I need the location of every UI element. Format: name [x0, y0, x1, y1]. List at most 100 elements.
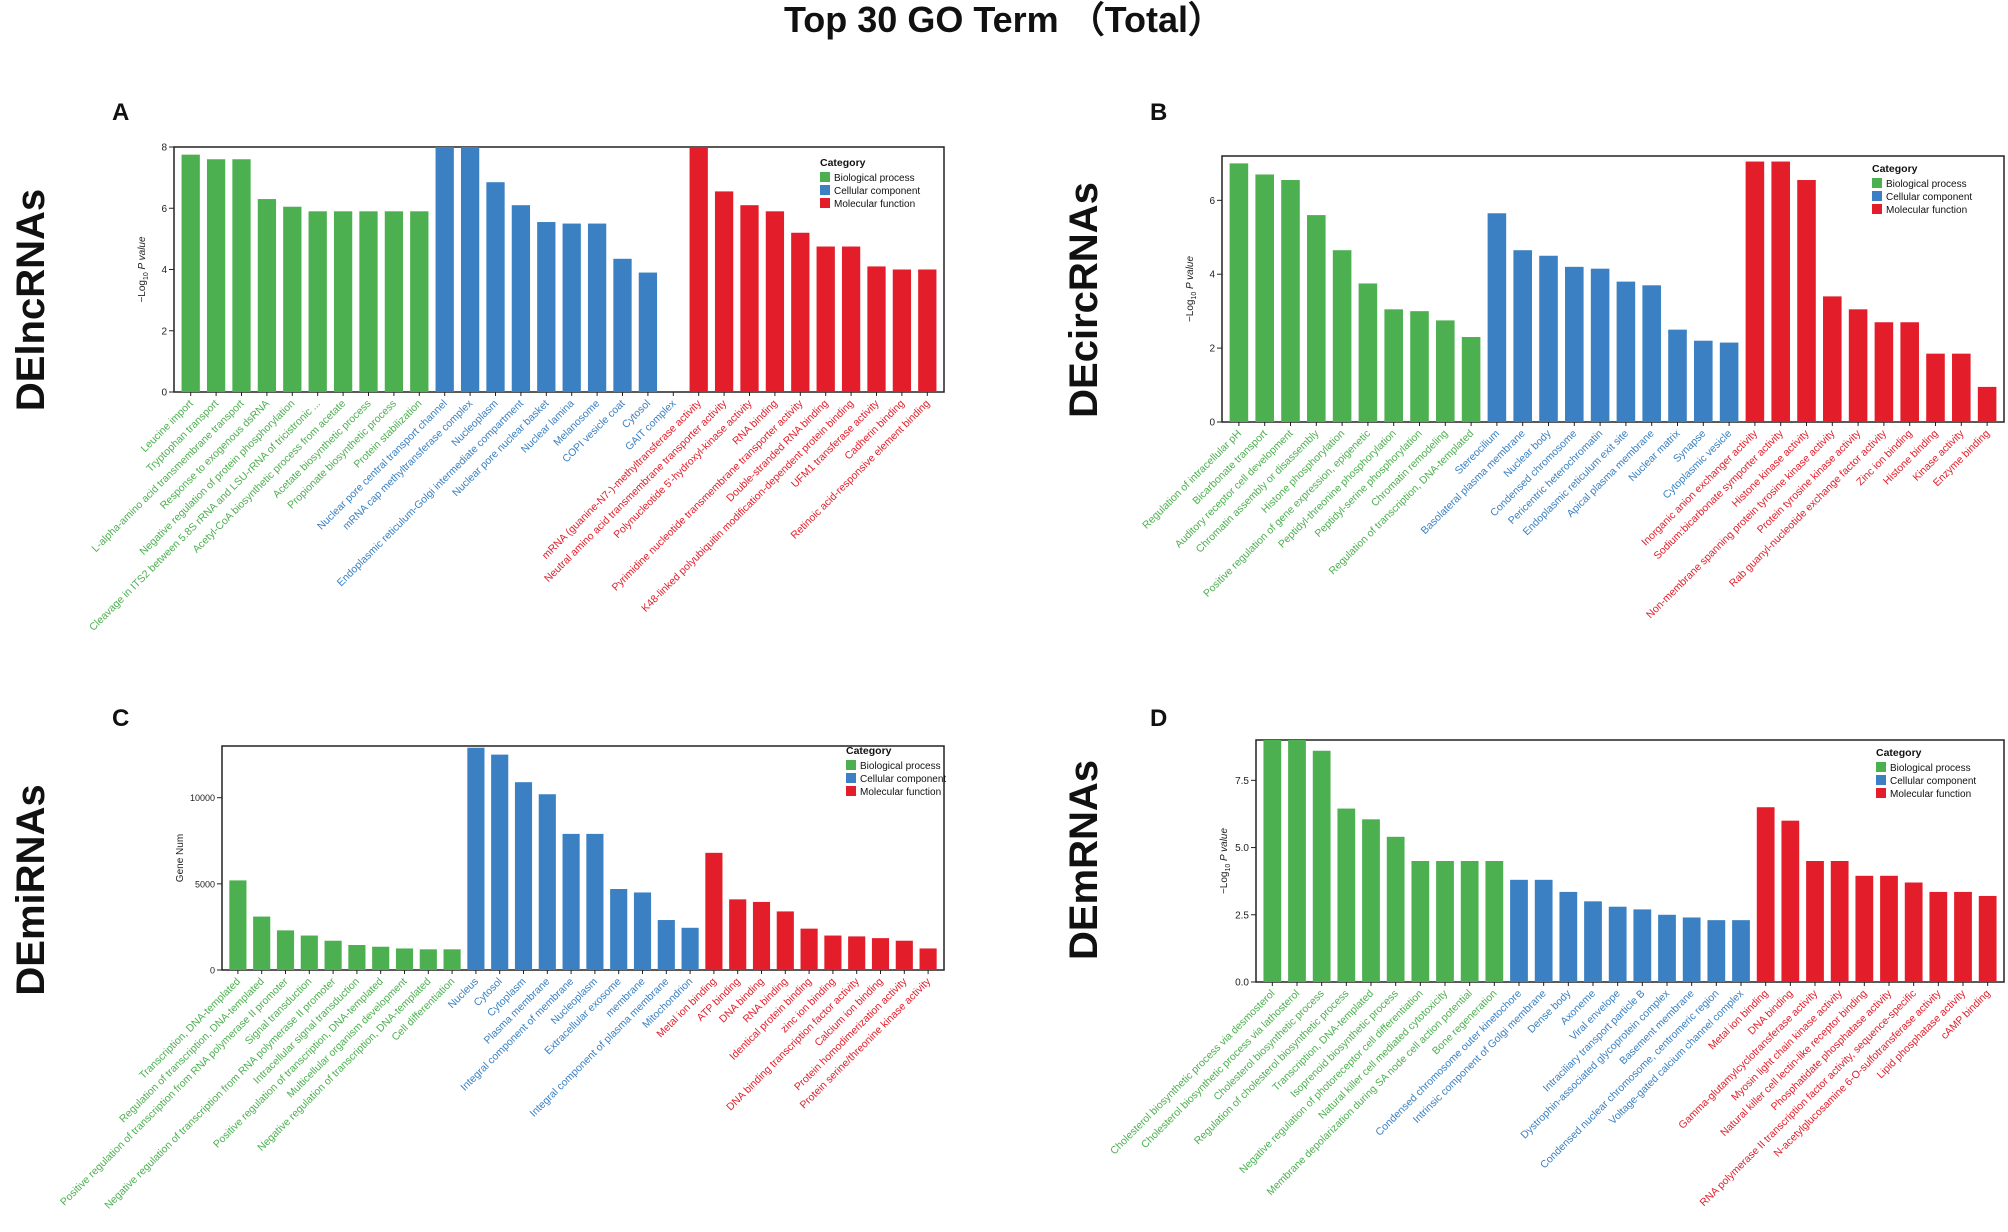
legend-label: Biological process — [1886, 179, 1967, 190]
bar — [610, 889, 628, 970]
bar — [1559, 891, 1578, 982]
bar — [1694, 340, 1713, 422]
y-tick-label: 10000 — [190, 793, 215, 803]
bar — [1590, 268, 1610, 422]
bar — [206, 159, 226, 392]
bar — [1855, 875, 1874, 982]
legend-label: Molecular function — [1890, 789, 1971, 800]
bar — [435, 147, 454, 392]
bar — [232, 159, 251, 392]
y-label-prefix: −Log — [1185, 300, 1196, 323]
bar — [765, 211, 785, 392]
legend-title: Category — [820, 157, 866, 169]
y-label-subscript: 10 — [1225, 864, 1232, 872]
bar — [467, 747, 485, 970]
bar — [816, 246, 835, 392]
legend-title: Category — [1876, 747, 1922, 759]
bar — [1411, 861, 1430, 982]
plot-frame — [1221, 155, 2005, 423]
bar — [714, 191, 734, 392]
y-axis-label: Gene Num — [175, 834, 186, 882]
bar — [1926, 353, 1945, 422]
bar — [1806, 861, 1824, 982]
legend-label: Biological process — [1890, 763, 1971, 774]
bar — [1565, 266, 1584, 422]
plot-frame — [221, 745, 945, 971]
y-axis-label: −Log10 P value — [137, 236, 150, 303]
y-label-subscript: 10 — [1191, 292, 1198, 300]
bar — [486, 182, 505, 392]
bar — [752, 901, 771, 970]
bar — [1281, 180, 1300, 422]
bar — [1461, 337, 1481, 422]
bar — [1781, 820, 1800, 982]
bar — [324, 940, 342, 970]
y-tick-label: 7.5 — [1235, 776, 1249, 787]
bar — [257, 199, 277, 392]
legend-swatch — [1876, 788, 1886, 798]
bar — [1312, 750, 1331, 982]
y-axis-label: −Log10 P value — [1219, 828, 1232, 895]
bar — [613, 258, 632, 392]
side-label: DElncRNAs — [9, 189, 53, 411]
bar — [633, 892, 652, 970]
bar — [919, 948, 937, 970]
legend: Category Biological process Cellular compo… — [820, 157, 920, 210]
bar — [443, 949, 461, 970]
bar — [871, 938, 890, 970]
legend-title: Category — [846, 745, 892, 757]
bar — [895, 940, 913, 970]
legend-swatch — [1872, 178, 1882, 188]
legend-label: Molecular function — [860, 787, 941, 798]
bar — [848, 936, 866, 970]
bar — [253, 916, 271, 970]
y-tick-label: 4 — [161, 265, 167, 276]
y-tick-label: 5.0 — [1235, 843, 1249, 854]
bar — [1460, 861, 1479, 982]
legend: Category Biological process Cellular compo… — [1872, 163, 1972, 216]
bar — [657, 920, 675, 970]
legend-swatch — [820, 198, 830, 208]
panel-d: D DEmRNAs 0.0 2.5 5.0 7.5 −Log10 P value Choles… — [1062, 705, 2005, 1209]
bar — [1954, 891, 1972, 982]
y-label-suffix: P value — [1185, 256, 1196, 292]
legend-swatch — [820, 185, 830, 195]
bar — [181, 154, 200, 392]
figure-title: Top 30 GO Term （Total） — [783, 0, 1225, 40]
y-tick-label: 0 — [210, 966, 215, 976]
bar — [1719, 342, 1739, 422]
y-tick-label: 2 — [1209, 344, 1215, 355]
y-tick-label: 0 — [1209, 418, 1215, 429]
legend-label: Molecular function — [1886, 205, 1967, 216]
bar — [740, 205, 759, 392]
bar — [1771, 161, 1790, 422]
x-tick-label: Regulation of transcription, DNA-templat… — [117, 976, 267, 1126]
bar — [791, 232, 810, 392]
bar — [1848, 309, 1868, 422]
bar — [1904, 882, 1923, 982]
bar — [384, 211, 404, 392]
legend-swatch — [846, 786, 856, 796]
y-label-prefix: −Log — [1219, 872, 1230, 895]
bar — [1658, 914, 1676, 982]
bar — [1880, 875, 1898, 982]
x-tick-label: Cholesterol biosynthetic process via des… — [1108, 988, 1277, 1157]
bar — [1978, 895, 1997, 982]
bar — [460, 147, 480, 392]
bar — [1386, 836, 1405, 982]
bar — [918, 269, 937, 392]
bar — [1307, 215, 1326, 422]
panel-label: D — [1150, 705, 1167, 732]
bar — [1633, 909, 1652, 982]
x-tick-label: Positive regulation of transcription fro… — [58, 975, 291, 1208]
bar — [729, 899, 747, 970]
bar — [348, 945, 366, 970]
bar — [562, 833, 580, 970]
bar — [1539, 255, 1558, 422]
legend: Category Biological process Cellular compo… — [846, 745, 946, 798]
legend-label: Biological process — [860, 761, 941, 772]
bar — [1797, 180, 1816, 422]
bar — [800, 928, 818, 970]
y-tick-label: 0.0 — [1235, 978, 1249, 989]
